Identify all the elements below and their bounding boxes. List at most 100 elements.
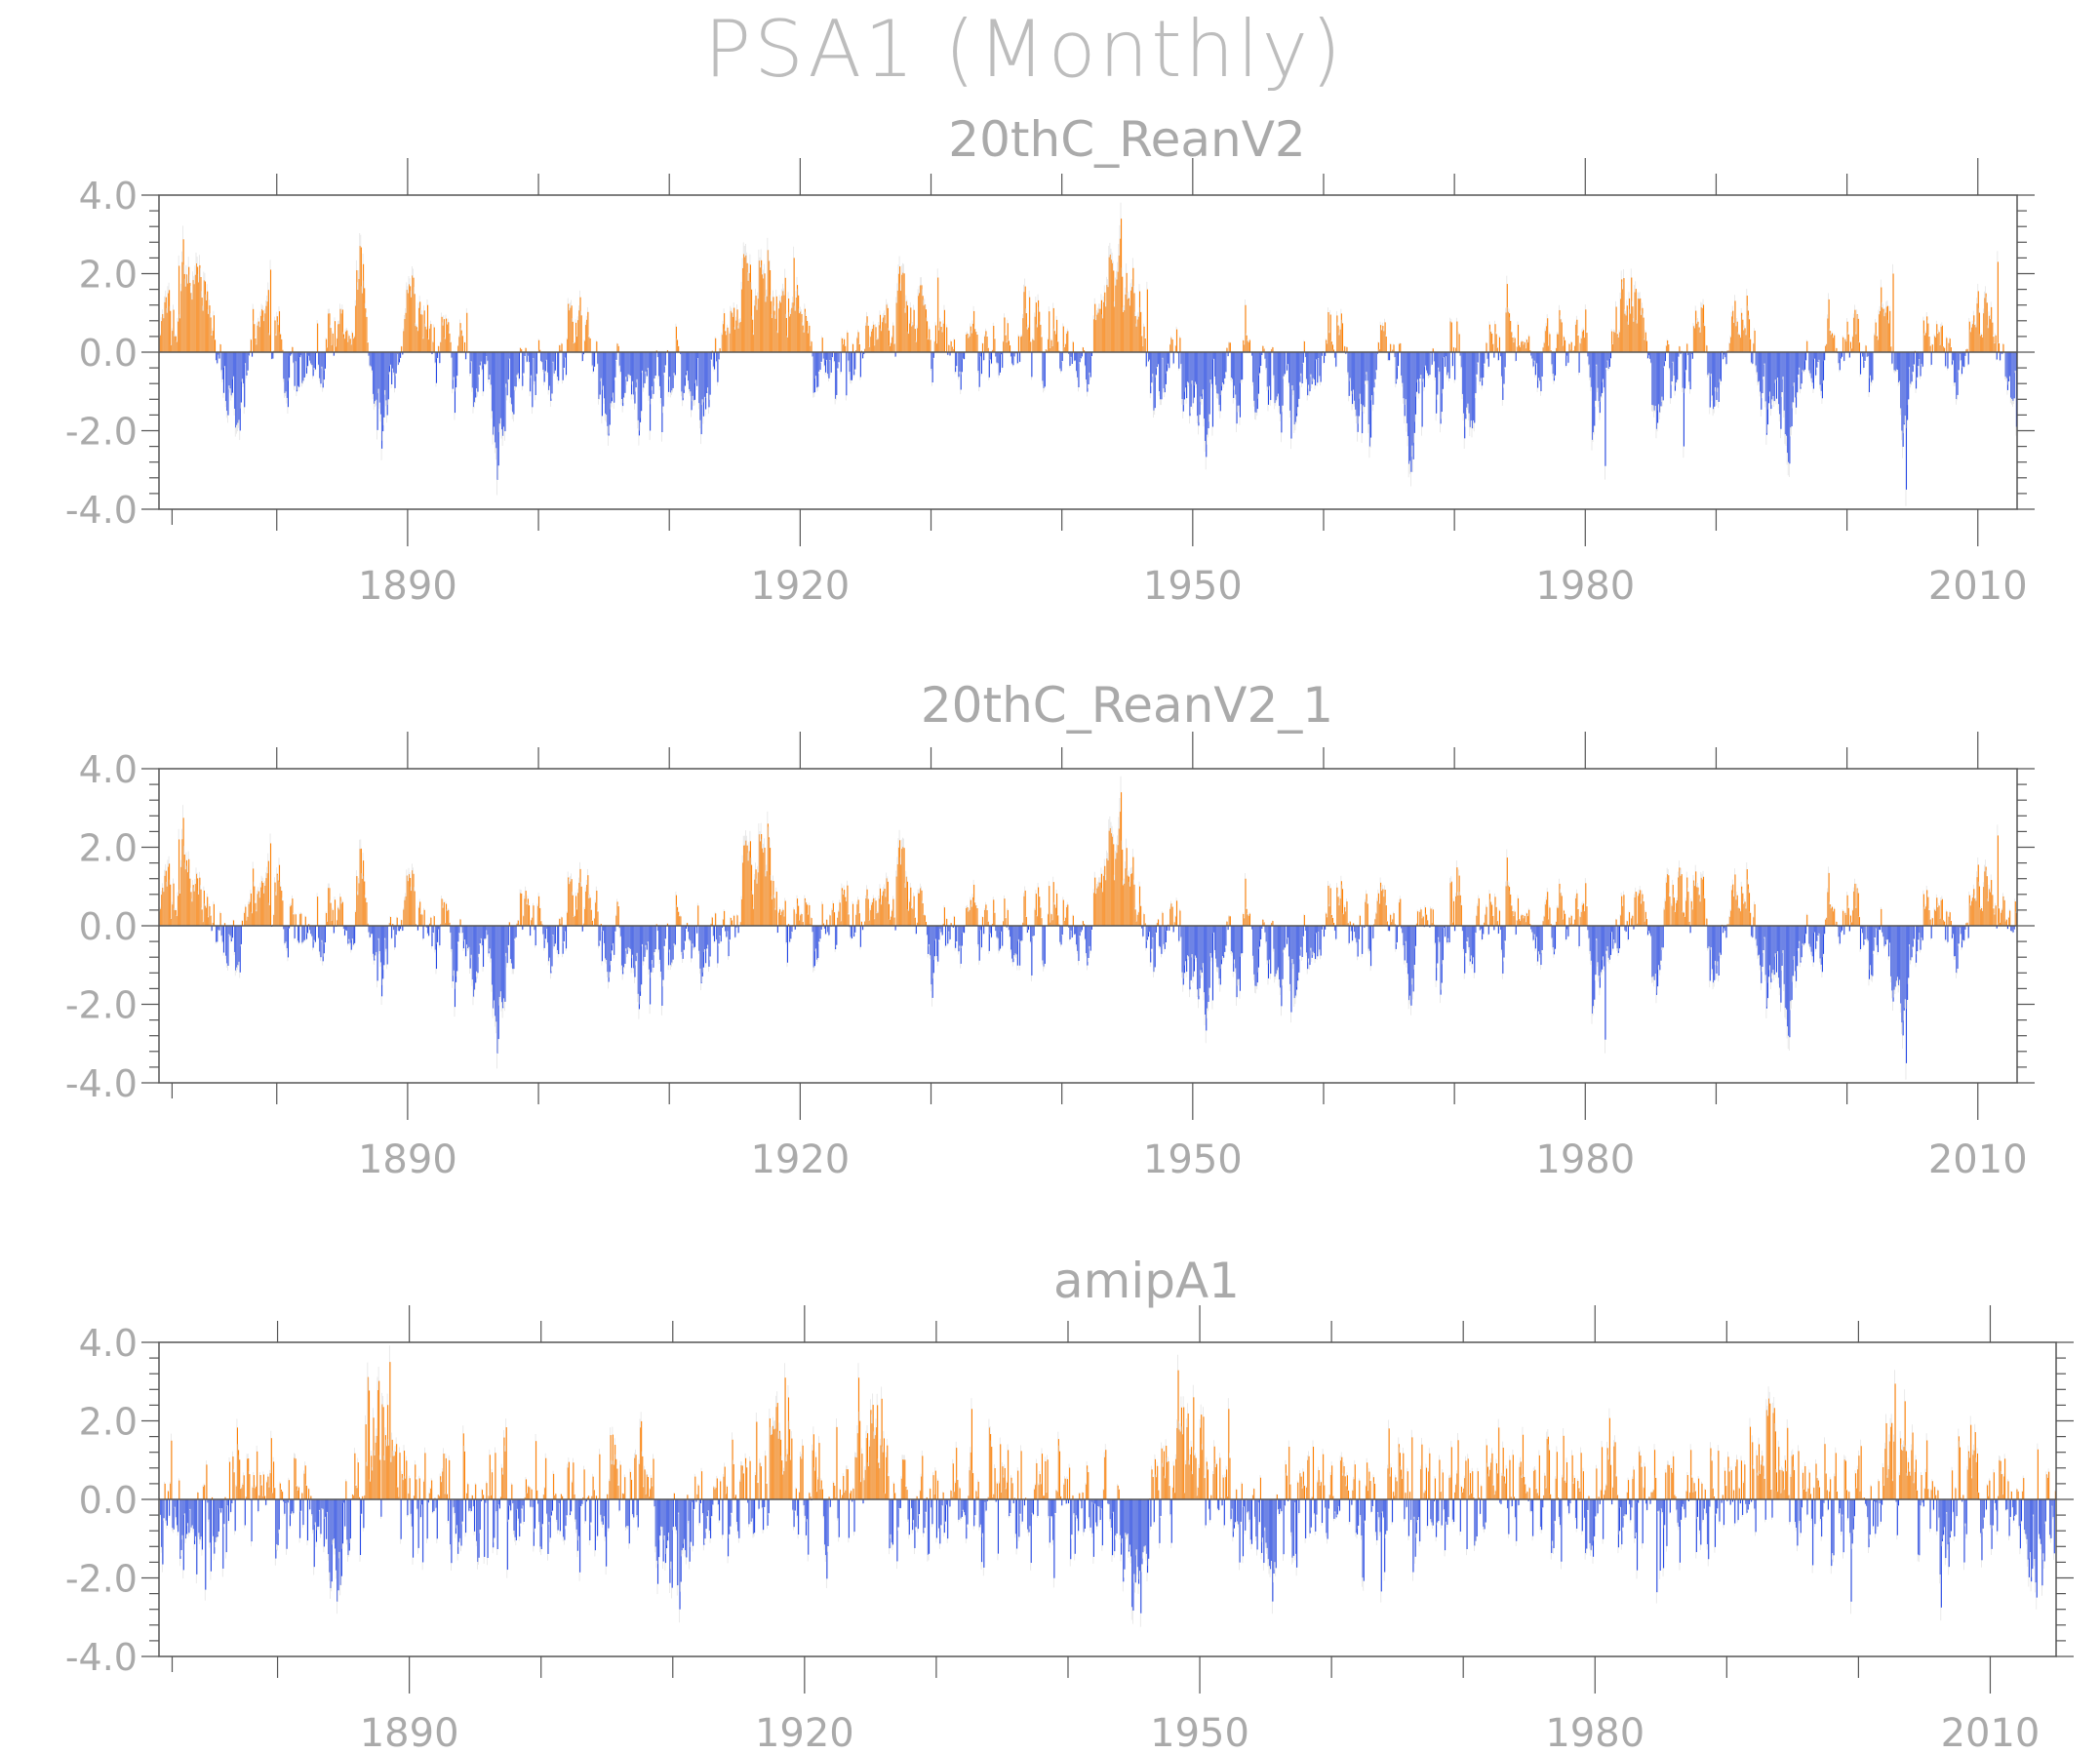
bar (373, 352, 375, 394)
bar (781, 911, 783, 926)
bar (252, 352, 254, 357)
bar (460, 330, 462, 352)
bar (465, 352, 467, 360)
bar (1632, 306, 1634, 352)
bar (1946, 338, 1948, 352)
bar (1357, 352, 1359, 432)
bar (715, 913, 717, 926)
bar (1372, 352, 1374, 405)
bar (1336, 315, 1338, 352)
bar (1785, 352, 1788, 436)
bar (932, 352, 934, 358)
bar (731, 312, 733, 352)
bar (1585, 309, 1587, 352)
bar (846, 352, 848, 396)
bar (1994, 343, 1996, 352)
bar (1889, 310, 1891, 352)
bar (499, 352, 501, 419)
bar (775, 892, 777, 926)
bar (800, 915, 802, 926)
bar (201, 298, 203, 352)
bar (706, 352, 708, 393)
bar (1993, 337, 1995, 352)
bar (1976, 303, 1978, 352)
bar (513, 926, 515, 970)
bar (569, 310, 571, 352)
bar (1024, 286, 1026, 352)
bar (1040, 324, 1042, 352)
bar (784, 277, 786, 352)
bar (443, 319, 445, 352)
bar (1253, 352, 1255, 401)
bar (1691, 352, 1693, 359)
bar (1823, 352, 1825, 380)
bar (1142, 345, 1144, 352)
bar (1849, 341, 1852, 352)
bar (532, 917, 534, 926)
bar (1380, 325, 1382, 352)
bar (366, 316, 368, 352)
bar (818, 352, 820, 372)
bar (1246, 335, 1248, 352)
bar (1472, 352, 1474, 429)
bar (1394, 352, 1396, 357)
bar (1368, 352, 1370, 447)
bar (505, 926, 507, 953)
bar (871, 904, 873, 926)
bar (1520, 347, 1522, 352)
bar (226, 926, 228, 964)
bar (1979, 336, 1982, 352)
bar (1521, 341, 1523, 352)
bar (825, 352, 827, 373)
bar (569, 884, 571, 926)
bar (688, 352, 690, 381)
bar (931, 926, 933, 998)
bar (1263, 348, 1265, 352)
bar (1496, 347, 1498, 352)
bar (591, 352, 593, 366)
bar (646, 352, 648, 377)
bar (193, 891, 195, 926)
bar (817, 926, 819, 959)
bar (1420, 352, 1422, 376)
bar (1984, 298, 1986, 352)
bar (454, 352, 456, 414)
bar (1842, 337, 1844, 352)
bar (1530, 352, 1532, 356)
bar (1956, 352, 1958, 400)
bar (507, 352, 509, 379)
bar (187, 283, 189, 352)
bar (1992, 322, 1994, 352)
bar (1426, 352, 1428, 371)
bar (1701, 307, 1703, 352)
bar (395, 926, 397, 936)
bar (1300, 352, 1302, 374)
bar (483, 352, 485, 392)
bar (1720, 352, 1722, 381)
bar (318, 352, 320, 365)
bar (1044, 352, 1046, 387)
bar (774, 909, 776, 926)
bar (378, 352, 380, 403)
bar (1286, 352, 1288, 371)
bar (498, 926, 500, 997)
bar (1673, 352, 1675, 377)
bar (940, 926, 942, 933)
bar (1147, 352, 1150, 362)
bar (176, 341, 178, 352)
bar (1557, 334, 1559, 352)
bar (398, 352, 401, 363)
bar (848, 914, 850, 926)
bar (1704, 326, 1706, 352)
bar (570, 881, 572, 926)
bar (1067, 331, 1069, 352)
bar (443, 901, 445, 926)
bar (1090, 352, 1091, 378)
bar (292, 898, 294, 926)
bar (1183, 352, 1185, 400)
bar (457, 345, 459, 352)
bar (367, 923, 369, 926)
bar (1066, 334, 1068, 352)
bar (1990, 319, 1992, 352)
bar (261, 308, 263, 352)
